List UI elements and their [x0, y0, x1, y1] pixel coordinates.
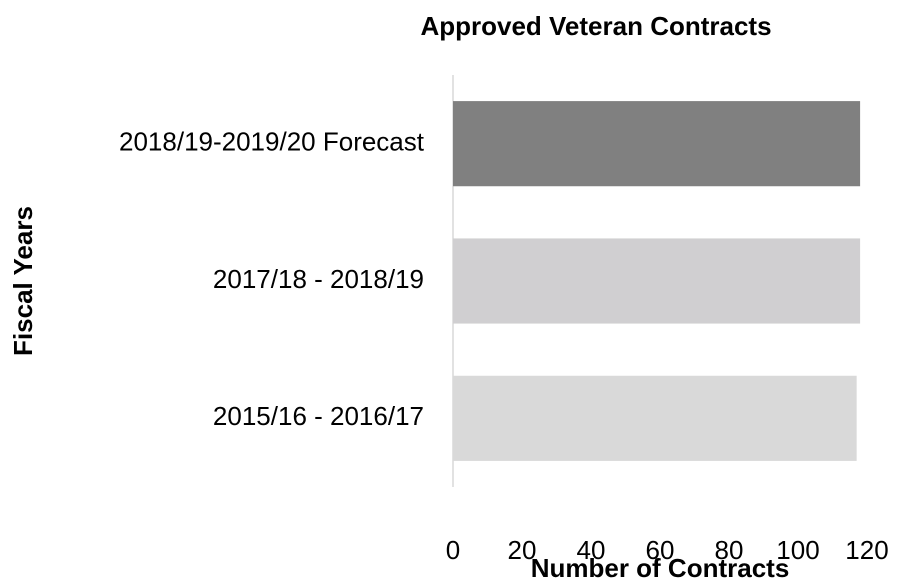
x-tick-label: 20 [508, 535, 537, 565]
x-tick-label: 40 [577, 535, 606, 565]
x-axis-label: Number of Contracts [531, 553, 790, 582]
y-tick-label: 2017/18 - 2018/19 [213, 264, 424, 294]
chart-title: Approved Veteran Contracts [420, 11, 771, 41]
x-tick-label: 100 [776, 535, 819, 565]
y-tick-label: 2018/19-2019/20 Forecast [119, 127, 425, 157]
x-tick-label: 120 [845, 535, 888, 565]
x-tick-label: 0 [446, 535, 460, 565]
x-tick-label: 80 [715, 535, 744, 565]
bar [453, 101, 861, 187]
y-axis-label: Fiscal Years [8, 206, 38, 356]
bar [453, 238, 861, 324]
bar [453, 375, 857, 461]
x-tick-label: 60 [646, 535, 675, 565]
y-tick-label: 2015/16 - 2016/17 [213, 401, 424, 431]
